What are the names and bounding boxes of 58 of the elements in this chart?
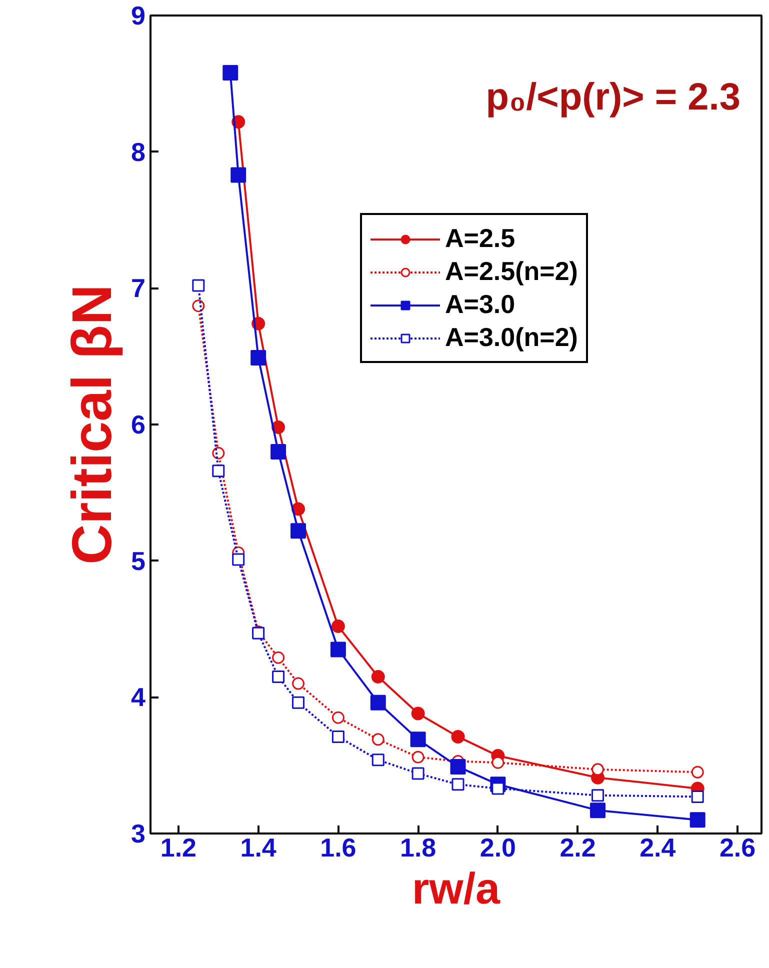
point (450, 758, 466, 774)
legend-label: A=3.0(n=2) (445, 322, 578, 353)
point (452, 778, 464, 791)
point (212, 464, 225, 478)
point (332, 730, 344, 743)
x-tick-label: 2.6 (719, 832, 756, 862)
point (492, 782, 504, 795)
point (292, 696, 305, 709)
point (371, 670, 385, 684)
point (412, 767, 424, 780)
point (232, 553, 245, 566)
point (410, 732, 426, 748)
point (411, 706, 425, 720)
point (272, 651, 285, 664)
y-tick-label: 5 (131, 546, 146, 576)
annotation: p₀/<p(r)> = 2.3 (486, 76, 740, 118)
point (492, 756, 504, 769)
y-axis-title: Critical βN (60, 284, 124, 565)
legend-label: A=2.5 (445, 223, 516, 254)
point (691, 790, 704, 803)
point (270, 444, 286, 460)
y-tick-label: 4 (131, 682, 146, 712)
legend-label: A=2.5(n=2) (445, 256, 578, 287)
y-tick-label: 8 (131, 136, 146, 167)
point (592, 763, 604, 776)
point (292, 502, 306, 516)
y-tick-label: 7 (131, 273, 146, 304)
point (292, 677, 305, 690)
point (372, 733, 384, 746)
point (372, 754, 384, 766)
point (272, 670, 285, 683)
legend-label: A=3.0 (445, 289, 516, 320)
y-tick-label: 3 (131, 818, 146, 848)
point (592, 789, 604, 802)
y-tick-label: 6 (131, 410, 146, 440)
point (332, 711, 344, 724)
point (370, 694, 386, 710)
point (412, 750, 424, 764)
point (690, 812, 706, 828)
x-tick-label: 2.2 (560, 832, 596, 862)
x-tick-label: 2.0 (480, 832, 516, 862)
point (230, 167, 246, 183)
point (250, 350, 266, 366)
point (451, 730, 465, 744)
x-tick-label: 2.4 (640, 832, 676, 862)
point (691, 766, 704, 778)
x-tick-label: 1.4 (240, 832, 277, 862)
x-axis-title: rw/a (412, 864, 501, 914)
y-tick-label: 9 (131, 0, 146, 30)
x-tick-label: 1.8 (400, 832, 436, 862)
x-tick-label: 1.6 (320, 832, 356, 862)
x-tick-label: 1.2 (160, 832, 197, 862)
point (192, 279, 205, 292)
point (222, 65, 238, 81)
point (331, 620, 345, 634)
point (590, 802, 606, 818)
point (330, 642, 346, 658)
point (290, 523, 306, 539)
